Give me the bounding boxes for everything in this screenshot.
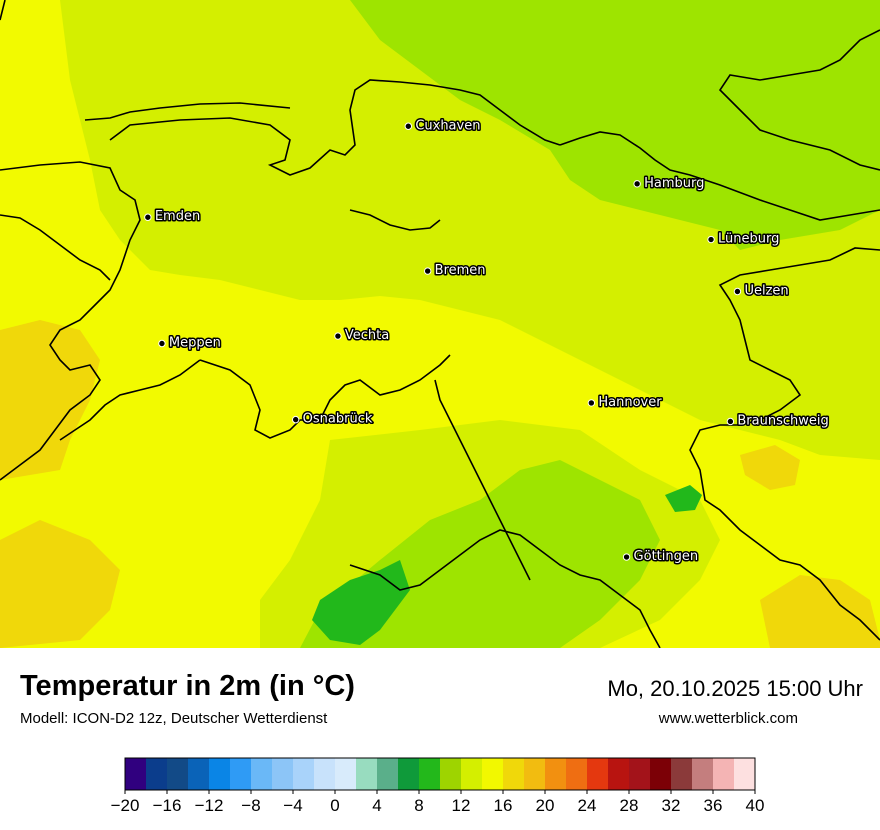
legend-swatch (230, 758, 252, 790)
legend-swatch (692, 758, 714, 790)
legend-tick-label: −16 (153, 796, 182, 815)
temperature-field-orange-se (760, 575, 880, 648)
map-subtitle: Modell: ICON-D2 12z, Deutscher Wetterdie… (20, 710, 328, 727)
legend-swatch (188, 758, 210, 790)
legend-tick-label: 4 (372, 796, 381, 815)
legend-swatch (587, 758, 609, 790)
city-dot (733, 287, 742, 296)
legend-tick-label: 20 (536, 796, 555, 815)
legend-swatch (377, 758, 399, 790)
temperature-field-green-light (350, 0, 880, 250)
legend-tick-label: 12 (452, 796, 471, 815)
city-label: Bremen (435, 263, 486, 278)
legend-swatch (146, 758, 168, 790)
legend-swatch (398, 758, 420, 790)
legend-swatch (293, 758, 315, 790)
city-label: Vechta (345, 328, 389, 343)
legend-border (124, 757, 756, 791)
legend-tick-label: −12 (195, 796, 224, 815)
city-dot (158, 339, 166, 348)
legend-tick-label: −4 (283, 796, 302, 815)
legend-tick-label: −20 (111, 796, 140, 815)
legend-tick-label: 32 (662, 796, 681, 815)
legend-swatch (671, 758, 693, 790)
legend-swatch (167, 758, 189, 790)
city-dot (291, 415, 300, 424)
legend-tick-label: 40 (746, 796, 765, 815)
city-dot (726, 417, 735, 426)
temperature-field-green (312, 560, 410, 645)
city-label: Emden (155, 209, 200, 224)
legend-swatch (566, 758, 588, 790)
legend-tick-label: 8 (414, 796, 423, 815)
legend-swatch (440, 758, 462, 790)
city-dot (404, 122, 413, 130)
city-label: Meppen (169, 335, 221, 350)
city-dot (144, 213, 152, 221)
city-dot (622, 553, 631, 561)
legend-tick-label: 16 (494, 796, 513, 815)
legend-tick-labels: −20 −16 −12 −8 −4 0 4 8 12 16 20 24 28 32 36 40 (111, 790, 765, 815)
city-dot (633, 180, 641, 188)
city-dot (707, 235, 715, 244)
forecast-datetime: Mo, 20.10.2025 15:00 Uhr (607, 676, 863, 701)
legend-swatch (524, 758, 546, 790)
temperature-field-orange-e (740, 445, 800, 490)
legend-swatch (545, 758, 567, 790)
legend-swatch (335, 758, 357, 790)
legend-tick-label: −8 (241, 796, 260, 815)
city-label: Hannover (598, 395, 662, 410)
legend-swatch (209, 758, 231, 790)
legend-swatch (713, 758, 735, 790)
legend-swatch (356, 758, 378, 790)
city-label: Lüneburg (718, 232, 779, 247)
legend-swatch (608, 758, 630, 790)
temperature-field-green-2 (665, 485, 702, 512)
legend-swatch (272, 758, 294, 790)
city-label: Göttingen (634, 549, 699, 564)
city-dot (587, 399, 596, 407)
city-label: Hamburg (644, 176, 704, 191)
website-link[interactable]: www.wetterblick.com (658, 710, 798, 727)
legend-swatch (629, 758, 651, 790)
legend-tick-label: 24 (578, 796, 597, 815)
temperature-map: Cuxhaven Hamburg Emden Lüneburg Bremen Uelzen… (0, 0, 880, 648)
city-dot (423, 267, 432, 275)
legend-tick-label: 28 (620, 796, 639, 815)
temperature-field-orange-sw (0, 520, 120, 648)
city-label: Cuxhaven (415, 118, 480, 133)
city-label: Uelzen (744, 284, 788, 299)
legend-swatch (419, 758, 441, 790)
legend-swatch (125, 758, 147, 790)
legend-tick-label: 36 (704, 796, 723, 815)
legend-swatch (503, 758, 525, 790)
borders (0, 0, 880, 648)
color-legend: −20 −16 −12 −8 −4 0 4 8 12 16 20 24 28 32 36 40 (111, 757, 765, 815)
legend-swatch (482, 758, 504, 790)
legend-swatch (461, 758, 483, 790)
legend-swatch (734, 758, 756, 790)
legend-color-bar (124, 757, 756, 791)
city-label: Braunschweig (737, 413, 828, 428)
city-markers: Cuxhaven Hamburg Emden Lüneburg Bremen Uelzen… (144, 117, 830, 566)
legend-swatch (251, 758, 273, 790)
temperature-field-orange-west (0, 320, 100, 480)
legend-tick-label: 0 (330, 796, 339, 815)
city-dot (334, 332, 342, 340)
city-label: Osnabrück (303, 412, 373, 427)
legend-swatch (314, 758, 336, 790)
map-title: Temperatur in 2m (in °C) (20, 670, 355, 702)
legend-swatch (650, 758, 672, 790)
